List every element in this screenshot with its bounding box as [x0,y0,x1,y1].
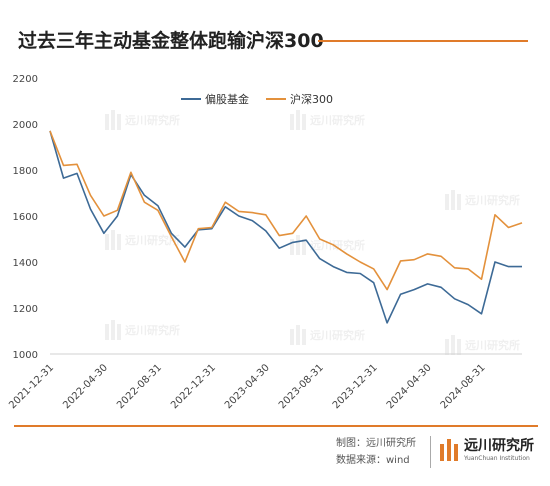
svg-text:远川研究所: 远川研究所 [125,113,180,127]
watermark: 远川研究所 [290,325,365,345]
y-axis-ticks: 1000 1200 1400 1600 1800 2000 2200 [13,74,38,361]
x-axis-ticks: 2021-12-31 2022-04-30 2022-08-31 2022-12-31… [7,362,487,411]
x-tick-label: 2024-04-30 [385,362,434,411]
x-tick-label: 2023-04-30 [223,362,272,411]
brand-logo: 远川研究所 YuanChuan Institution [440,437,545,467]
chart-maker-credit: 制图：远川研究所 [336,438,416,449]
legend: 偏股基金 沪深300 [181,92,333,106]
svg-text:远川研究所: 远川研究所 [310,238,365,252]
watermark: 远川研究所 [105,110,180,130]
x-tick-label: 2024-08-31 [439,362,488,411]
watermark: 远川研究所 [105,320,180,340]
series-line-fund [49,130,522,324]
x-tick-label: 2022-04-30 [61,362,110,411]
x-tick-label: 2021-12-31 [7,362,56,411]
svg-text:远川研究所: 远川研究所 [310,113,365,127]
watermark: 远川研究所 [290,235,365,255]
y-tick-label: 1400 [13,258,38,269]
watermark: 远川研究所 [445,335,520,355]
y-tick-label: 1800 [13,166,38,177]
y-tick-label: 1200 [13,304,38,315]
svg-text:远川研究所: 远川研究所 [465,338,520,352]
svg-text:远川研究所: 远川研究所 [125,233,180,247]
svg-text:远川研究所: 远川研究所 [125,323,180,337]
series-lines [49,130,523,324]
page-title: 过去三年主动基金整体跑输沪深300 [18,30,324,52]
series-line-csi300 [49,130,523,291]
brand-logo-text: 远川研究所 [464,438,534,454]
watermark: 远川研究所 [290,110,365,130]
x-tick-label: 2023-12-31 [331,362,380,411]
brand-logo-subtext: YuanChuan Institution [464,455,530,462]
title-rule [318,40,528,42]
brand-logo-icon [440,439,458,461]
y-tick-label: 1000 [13,350,38,361]
watermark: 远川研究所 [445,190,520,210]
y-tick-label: 2000 [13,120,38,131]
data-source-credit: 数据来源：wind [336,455,410,466]
y-tick-label: 2200 [13,74,38,85]
legend-label: 偏股基金 [205,92,249,106]
x-tick-label: 2023-08-31 [277,362,326,411]
footer-divider [430,436,431,468]
watermark: 远川研究所 [105,230,180,250]
x-tick-label: 2022-12-31 [169,362,218,411]
legend-label: 沪深300 [290,92,333,106]
svg-text:远川研究所: 远川研究所 [465,193,520,207]
y-tick-label: 1600 [13,212,38,223]
bottom-rule [14,425,538,427]
x-tick-label: 2022-08-31 [115,362,164,411]
svg-text:远川研究所: 远川研究所 [310,328,365,342]
